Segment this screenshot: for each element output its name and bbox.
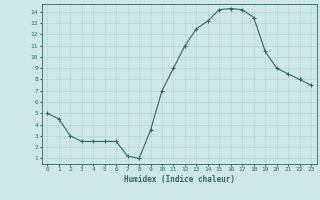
X-axis label: Humidex (Indice chaleur): Humidex (Indice chaleur)	[124, 175, 235, 184]
